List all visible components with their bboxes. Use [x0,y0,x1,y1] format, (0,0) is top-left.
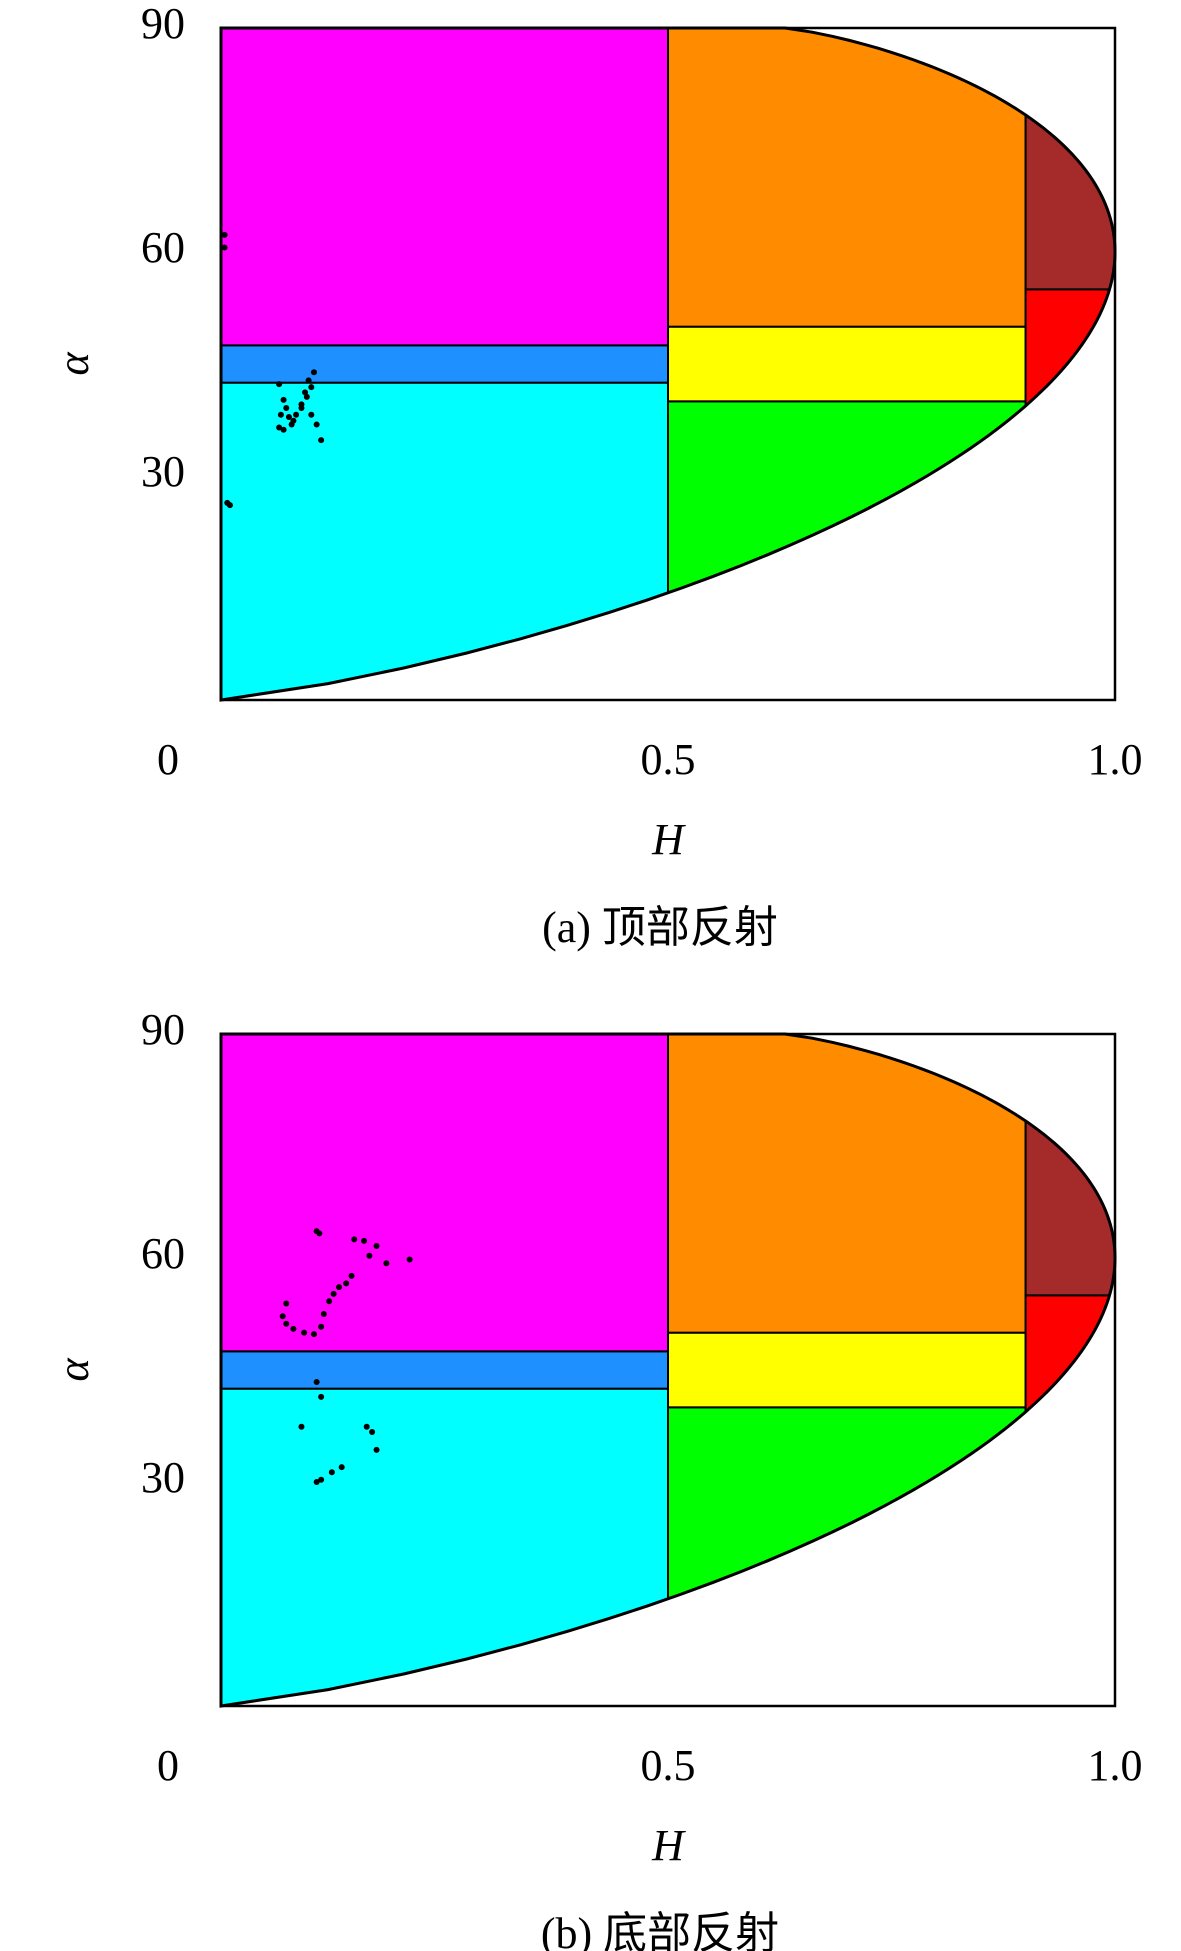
data-point [221,231,228,238]
data-point [316,1230,323,1237]
data-point [318,1476,325,1483]
data-point [290,417,297,424]
y-tick-label: 90 [141,0,185,48]
data-point [302,389,309,396]
y-axis-label: α [49,1358,98,1382]
data-point [290,1325,297,1332]
zone [1024,1034,1115,1297]
data-point [373,1243,380,1250]
data-point [328,1469,335,1476]
data-point [313,1378,320,1385]
data-point [301,1329,308,1336]
data-point [277,411,284,418]
x-tick-label: 1.0 [1088,735,1143,784]
data-point [308,411,315,418]
x-tick-label: 0.5 [641,1741,696,1790]
zone [667,325,1027,403]
data-point [276,381,283,388]
data-point [326,1298,333,1305]
zone [221,1350,669,1390]
data-point [226,502,233,509]
data-point [366,1252,373,1259]
zone [667,1034,1027,1334]
data-point [298,1423,305,1430]
x-tick-label: 1.0 [1088,1741,1143,1790]
zone [221,381,669,700]
y-axis-label: α [49,352,98,376]
data-point [283,1320,290,1327]
zone [1024,1294,1115,1706]
data-point [351,1236,358,1243]
data-point [406,1256,413,1263]
x-tick-label: 0 [157,1741,179,1790]
x-axis-label: H [651,815,686,864]
plot-frame [219,1032,1117,1708]
zone [221,344,669,384]
data-point [285,414,292,421]
zone [1024,288,1115,700]
zone [667,1331,1027,1409]
zone [221,1034,669,1353]
y-tick-label: 60 [141,223,185,272]
data-point [361,1237,368,1244]
data-point [310,369,317,376]
data-point [298,405,305,412]
x-tick-label: 0.5 [641,735,696,784]
zone [221,28,669,347]
zone [1024,28,1115,291]
y-tick-label: 90 [141,1005,185,1054]
data-point [318,1323,325,1330]
x-tick-label: 0 [157,735,179,784]
zone [221,1387,669,1706]
data-point [283,405,290,412]
caption: (a) 顶部反射 [542,903,778,952]
data-point [310,1331,317,1338]
data-point [363,1423,370,1430]
data-point [283,1300,290,1307]
data-point [293,411,300,418]
x-axis-label: H [651,1821,686,1870]
data-point [276,424,283,431]
data-point [318,437,325,444]
y-tick-label: 30 [141,1453,185,1502]
zones [221,28,1115,700]
data-point [313,1479,320,1485]
data-point [383,1260,390,1267]
y-tick-label: 60 [141,1229,185,1278]
data-point [221,244,228,251]
zone [667,28,1027,328]
data-point [330,1290,337,1297]
data-point [305,377,312,384]
data-point [320,1311,327,1317]
data-point [308,384,315,391]
zones [221,1034,1115,1706]
caption: (b) 底部反射 [541,1909,779,1951]
y-tick-label: 30 [141,447,185,496]
data-point [318,1393,325,1400]
data-point [280,396,287,403]
data-point [343,1280,350,1287]
data-point [313,421,320,428]
data-point [280,426,287,433]
data-point [369,1428,376,1435]
data-point [279,1313,286,1320]
data-point [338,1464,345,1471]
plot-frame [219,26,1117,702]
data-point [373,1446,380,1453]
data-point [336,1284,343,1291]
data-point [348,1272,355,1279]
